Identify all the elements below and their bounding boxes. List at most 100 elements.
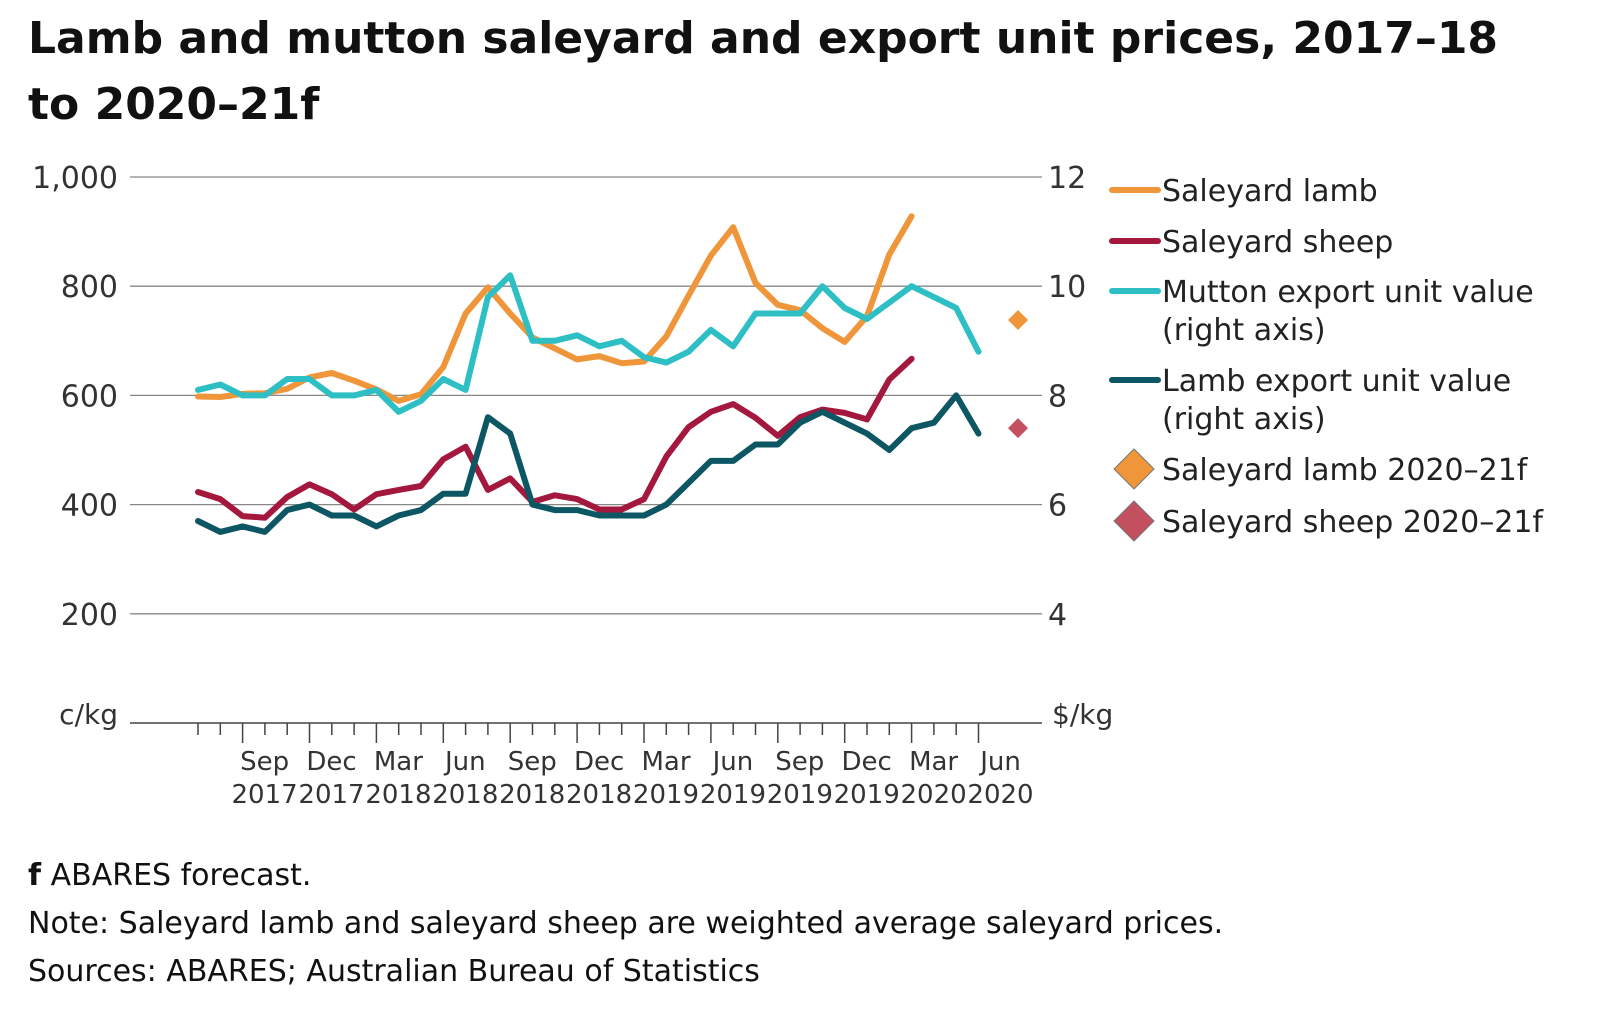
data-point xyxy=(955,306,958,310)
data-point xyxy=(955,394,958,397)
data-point xyxy=(397,514,400,517)
data-point xyxy=(509,477,512,480)
x-tick-label-month: Dec xyxy=(306,747,356,777)
data-point xyxy=(352,379,356,382)
data-point xyxy=(263,394,267,397)
legend-label: Saleyard lamb 2020–21f xyxy=(1162,453,1529,488)
data-point xyxy=(219,383,222,386)
legend-label: Saleyard sheep xyxy=(1162,225,1393,260)
data-point xyxy=(865,317,869,321)
x-tick-label-year: 2019 xyxy=(767,780,833,810)
x-tick-label-month: Mar xyxy=(641,747,690,777)
data-point xyxy=(286,377,289,381)
x-tick-label-month: Jun xyxy=(711,747,754,777)
data-point xyxy=(442,492,445,495)
data-point xyxy=(709,410,713,413)
data-point xyxy=(442,365,445,369)
right-tick-label: 6 xyxy=(1048,489,1067,524)
data-point xyxy=(241,525,244,528)
data-point xyxy=(397,410,400,413)
x-tick-label-year: 2019 xyxy=(834,780,900,810)
data-point xyxy=(776,443,779,446)
data-point xyxy=(910,426,913,430)
data-point xyxy=(531,503,534,506)
data-point xyxy=(687,294,690,297)
x-tick-label-year: 2018 xyxy=(566,780,632,810)
data-point xyxy=(620,361,623,365)
data-point xyxy=(397,399,400,403)
legend-label: Saleyard sheep 2020–21f xyxy=(1162,505,1544,540)
data-point xyxy=(910,285,913,288)
data-point xyxy=(553,347,556,350)
data-point xyxy=(308,483,311,486)
data-point xyxy=(665,503,668,506)
forecast-mark: f xyxy=(28,858,42,893)
data-point xyxy=(352,514,356,517)
data-point xyxy=(687,481,690,484)
data-point xyxy=(732,226,735,229)
data-point xyxy=(798,416,802,419)
data-point xyxy=(308,503,311,506)
data-point xyxy=(977,432,980,435)
data-point xyxy=(330,371,333,375)
data-point xyxy=(665,455,668,458)
data-point xyxy=(286,508,289,512)
data-point xyxy=(531,339,534,342)
x-tick-label-year: 2017 xyxy=(232,780,298,810)
data-point xyxy=(509,312,512,315)
x-tick-label-month: Jun xyxy=(443,747,486,777)
data-point xyxy=(219,497,222,501)
data-point xyxy=(553,494,556,497)
data-point xyxy=(464,312,467,315)
data-point xyxy=(821,285,824,288)
left-tick-label: 800 xyxy=(61,270,118,305)
data-point xyxy=(642,360,646,363)
data-point xyxy=(687,350,690,353)
series-line-2 xyxy=(195,272,982,415)
chart-notes: f ABARES forecast. Note: Saleyard lamb a… xyxy=(28,852,1223,996)
x-tick-label-year: 2020 xyxy=(967,780,1033,810)
x-tick-label-month: Dec xyxy=(842,747,892,777)
data-point xyxy=(575,358,579,361)
right-tick-label: 10 xyxy=(1048,270,1086,305)
data-point xyxy=(442,377,445,381)
data-point xyxy=(620,514,623,517)
data-point xyxy=(888,378,891,381)
data-point xyxy=(598,345,601,348)
data-point xyxy=(598,354,601,358)
legend-label: Lamb export unit value xyxy=(1162,364,1511,399)
data-point xyxy=(888,253,891,256)
data-point xyxy=(241,394,244,397)
x-tick-label-month: Jun xyxy=(978,747,1021,777)
data-point xyxy=(732,345,735,348)
legend-label: Mutton export unit value xyxy=(1162,275,1534,310)
x-tick-label-month: Sep xyxy=(240,747,289,777)
left-axis-label: c/kg xyxy=(59,698,118,731)
data-point xyxy=(776,312,779,315)
right-axis-label: $/kg xyxy=(1052,698,1113,731)
legend-swatch xyxy=(1113,448,1155,490)
data-point xyxy=(910,357,913,361)
data-point xyxy=(509,432,512,435)
data-point xyxy=(486,488,490,492)
series-line-3 xyxy=(195,392,982,535)
data-point xyxy=(575,497,579,501)
data-point xyxy=(196,519,200,523)
data-point xyxy=(464,492,467,495)
data-point xyxy=(575,508,579,512)
data-point xyxy=(888,301,891,304)
forecast-marker-5 xyxy=(1008,418,1028,439)
data-point xyxy=(865,418,869,421)
data-point xyxy=(263,516,267,519)
data-point xyxy=(375,388,378,392)
x-tick-label-year: 2018 xyxy=(432,780,498,810)
data-point xyxy=(419,393,423,396)
left-tick-label: 200 xyxy=(61,598,118,633)
data-point xyxy=(464,388,467,392)
data-point xyxy=(598,508,601,511)
data-point xyxy=(642,514,646,517)
data-point xyxy=(553,508,556,512)
forecast-marker-4 xyxy=(1008,310,1028,331)
data-point xyxy=(843,306,846,310)
